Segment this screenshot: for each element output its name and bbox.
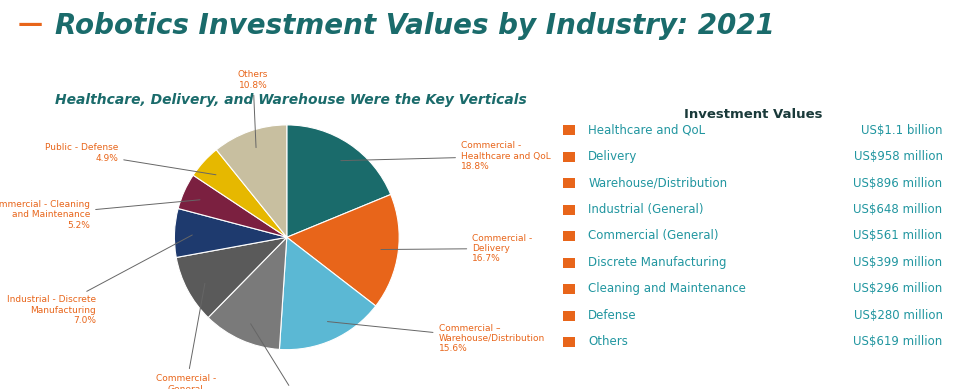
Wedge shape xyxy=(287,194,400,306)
Text: Others: Others xyxy=(588,335,628,348)
Text: Investment Values: Investment Values xyxy=(684,108,822,121)
Text: US$561 million: US$561 million xyxy=(854,230,943,242)
FancyBboxPatch shape xyxy=(563,125,575,135)
Text: Commercial -
Healthcare and QoL
18.8%: Commercial - Healthcare and QoL 18.8% xyxy=(341,142,551,171)
Wedge shape xyxy=(174,209,287,258)
Text: —: — xyxy=(17,12,42,36)
Text: US$648 million: US$648 million xyxy=(854,203,943,216)
Text: Commercial - Cleaning
and Maintenance
5.2%: Commercial - Cleaning and Maintenance 5.… xyxy=(0,200,200,230)
Wedge shape xyxy=(216,125,287,237)
Text: Cleaning and Maintenance: Cleaning and Maintenance xyxy=(588,282,747,295)
Text: US$399 million: US$399 million xyxy=(854,256,943,269)
Text: Public - Defense
4.9%: Public - Defense 4.9% xyxy=(45,143,216,175)
FancyBboxPatch shape xyxy=(563,231,575,241)
Text: Others
10.8%: Others 10.8% xyxy=(238,70,269,147)
Text: Healthcare, Delivery, and Warehouse Were the Key Verticals: Healthcare, Delivery, and Warehouse Were… xyxy=(55,93,527,107)
Text: Commercial (General): Commercial (General) xyxy=(588,230,719,242)
FancyBboxPatch shape xyxy=(563,284,575,294)
Wedge shape xyxy=(176,237,287,317)
FancyBboxPatch shape xyxy=(563,152,575,162)
Text: Healthcare and QoL: Healthcare and QoL xyxy=(588,124,706,137)
Wedge shape xyxy=(287,125,391,237)
Text: Commercial –
Warehouse/Distribution
15.6%: Commercial – Warehouse/Distribution 15.6… xyxy=(328,322,545,353)
FancyBboxPatch shape xyxy=(563,178,575,188)
Wedge shape xyxy=(178,175,287,237)
Text: Industrial (General): Industrial (General) xyxy=(588,203,704,216)
Text: Commercial -
Delivery
16.7%: Commercial - Delivery 16.7% xyxy=(380,234,532,263)
Text: US$896 million: US$896 million xyxy=(854,177,943,189)
Text: US$619 million: US$619 million xyxy=(854,335,943,348)
FancyBboxPatch shape xyxy=(563,258,575,268)
Text: Delivery: Delivery xyxy=(588,150,638,163)
FancyBboxPatch shape xyxy=(563,337,575,347)
Text: Defense: Defense xyxy=(588,309,637,322)
Text: US$958 million: US$958 million xyxy=(854,150,943,163)
Text: Discrete Manufacturing: Discrete Manufacturing xyxy=(588,256,727,269)
Text: Warehouse/Distribution: Warehouse/Distribution xyxy=(588,177,728,189)
Text: Robotics Investment Values by Industry: 2021: Robotics Investment Values by Industry: … xyxy=(55,12,775,40)
Text: Commercial -
General
9.8%: Commercial - General 9.8% xyxy=(156,283,216,389)
FancyBboxPatch shape xyxy=(563,205,575,215)
Wedge shape xyxy=(279,237,376,350)
Text: Industrial - Discrete
Manufacturing
7.0%: Industrial - Discrete Manufacturing 7.0% xyxy=(7,235,192,325)
FancyBboxPatch shape xyxy=(563,310,575,321)
Text: US$296 million: US$296 million xyxy=(854,282,943,295)
Text: US$280 million: US$280 million xyxy=(854,309,943,322)
Text: Industrial - General
11.3%: Industrial - General 11.3% xyxy=(250,324,342,389)
Wedge shape xyxy=(208,237,287,349)
Text: US$1.1 billion: US$1.1 billion xyxy=(861,124,943,137)
Wedge shape xyxy=(193,150,287,237)
